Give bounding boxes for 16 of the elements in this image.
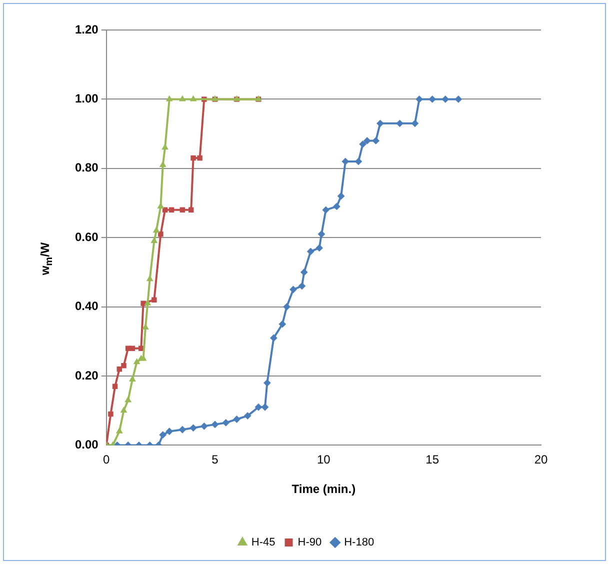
y-tick-label: 0.20	[74, 368, 99, 382]
y-tick-label: 1.20	[74, 22, 99, 36]
x-tick-label: 5	[212, 452, 219, 467]
y-tick-label: 1.00	[74, 92, 99, 106]
y-tick-label: 0.40	[74, 299, 99, 314]
legend-label: H-90	[298, 536, 322, 549]
legend-label: H-180	[344, 536, 374, 549]
y-tick-label: 0.80	[74, 160, 99, 175]
x-tick-label: 20	[534, 452, 548, 467]
y-tick-label: 0.60	[74, 230, 99, 244]
y-tick-label: 0.00	[74, 438, 99, 452]
x-tick-label: 15	[426, 452, 440, 467]
x-tick-label: 0	[103, 452, 110, 467]
x-axis-title: Time (min.)	[292, 482, 356, 496]
x-tick-label: 10	[317, 452, 331, 467]
legend-label: H-45	[251, 536, 276, 549]
